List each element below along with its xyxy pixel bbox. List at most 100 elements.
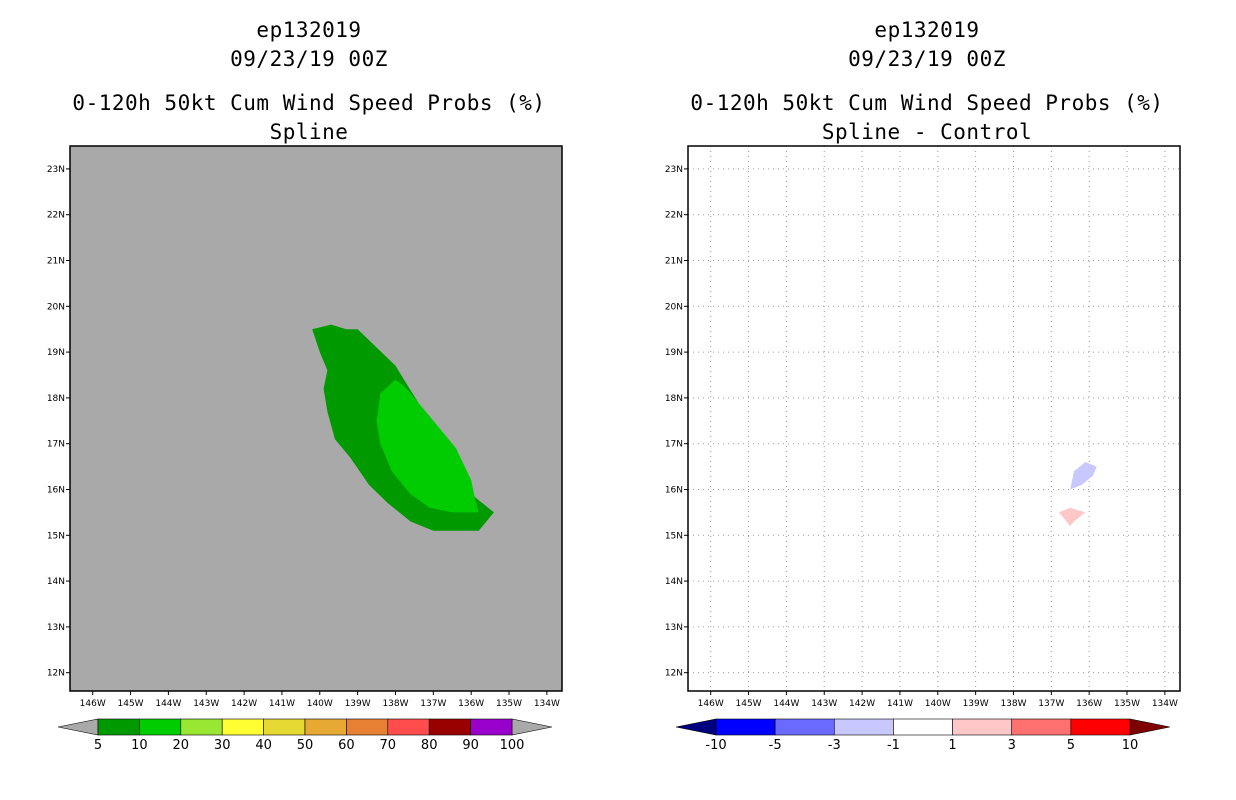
- x-tick-label: 136W: [458, 699, 484, 709]
- colorbar-label: 80: [421, 738, 438, 753]
- y-tick-label: 21N: [47, 256, 65, 266]
- y-tick-label: 16N: [665, 485, 683, 495]
- colorbar-label: 100: [500, 738, 525, 753]
- colorbar-under-arrow: [675, 718, 717, 736]
- y-tick-label: 18N: [665, 394, 683, 404]
- x-tick-label: 141W: [887, 699, 913, 709]
- colorbar-label: 50: [297, 738, 314, 753]
- plot-background: [70, 146, 562, 691]
- contour-fill-3: [1058, 507, 1086, 527]
- colorbar-segment: [428, 718, 471, 736]
- x-tick-label: 137W: [420, 699, 446, 709]
- x-tick-label: 135W: [1114, 699, 1140, 709]
- colorbar-segment: [893, 718, 953, 736]
- title-storm-id: ep132019: [874, 18, 980, 42]
- x-tick-label: 140W: [307, 699, 333, 709]
- right-map-chart: 146W 145W 144W 143W 142W 141W 140W 139W 138W 137W…: [665, 145, 1181, 753]
- x-tick-label: 143W: [811, 699, 837, 709]
- colorbar-label: 60: [338, 738, 355, 753]
- y-tick-label: 15N: [665, 531, 683, 541]
- y-tick-label: 13N: [47, 623, 65, 633]
- colorbar-label: 20: [173, 738, 190, 753]
- contour-fill-minus-3: [1070, 462, 1097, 490]
- plot-frame: [687, 145, 1181, 692]
- colorbar-label: 90: [462, 738, 479, 753]
- colorbar-label: -5: [769, 738, 782, 753]
- colorbar-segment: [470, 718, 513, 736]
- title-method: Spline - Control: [821, 120, 1033, 144]
- plot-frame: [69, 145, 563, 692]
- colorbar-label: 70: [380, 738, 397, 753]
- plot-background: [688, 146, 1180, 691]
- x-tick-label: 134W: [534, 699, 560, 709]
- colorbar-segment: [263, 718, 306, 736]
- y-tick-label: 16N: [47, 485, 65, 495]
- colorbar-over-arrow: [511, 718, 553, 736]
- title-storm-id: ep132019: [256, 18, 362, 42]
- title-product: 0-120h 50kt Cum Wind Speed Probs (%): [72, 91, 546, 115]
- y-tick-label: 23N: [47, 165, 65, 175]
- title-product: 0-120h 50kt Cum Wind Speed Probs (%): [690, 91, 1164, 115]
- x-tick-label: 146W: [80, 699, 106, 709]
- x-tick-label: 144W: [155, 699, 181, 709]
- left-map-chart: 146W 145W 144W 143W 142W 141W 140W 139W 138W 137W…: [47, 145, 563, 753]
- y-tick-label: 13N: [665, 623, 683, 633]
- colorbar-label: 40: [255, 738, 272, 753]
- colorbar-label: 5: [1067, 738, 1075, 753]
- x-tick-label: 138W: [1000, 699, 1026, 709]
- colorbar-label: 3: [1008, 738, 1016, 753]
- x-tick-label: 136W: [1076, 699, 1102, 709]
- colorbar-segment: [221, 718, 264, 736]
- colorbar-segment: [180, 718, 223, 736]
- colorbar-segment: [97, 718, 140, 736]
- x-tick-label: 137W: [1038, 699, 1064, 709]
- y-tick-label: 14N: [665, 577, 683, 587]
- colorbar-label: -1: [887, 738, 900, 753]
- x-tick-label: 143W: [193, 699, 219, 709]
- left-panel: ep132019 09/23/19 00Z 0-120h 50kt Cum Wi…: [47, 18, 563, 753]
- x-tick-label: 134W: [1152, 699, 1178, 709]
- x-tick-label: 145W: [118, 699, 144, 709]
- x-tick-label: 142W: [849, 699, 875, 709]
- x-tick-label: 144W: [773, 699, 799, 709]
- x-tick-label: 138W: [382, 699, 408, 709]
- colorbar-label: 10: [1122, 738, 1139, 753]
- colorbar-segment: [139, 718, 182, 736]
- colorbar-label: 10: [131, 738, 148, 753]
- colorbar-label: -10: [705, 738, 726, 753]
- contour-fill-10: [376, 379, 479, 513]
- title-method: Spline: [269, 120, 349, 144]
- colorbar-segment: [774, 718, 835, 736]
- colorbar-segment: [715, 718, 776, 736]
- colorbar-label: 30: [214, 738, 231, 753]
- colorbar-segment: [387, 718, 430, 736]
- y-tick-label: 17N: [47, 440, 65, 450]
- y-tick-label: 23N: [665, 165, 683, 175]
- colorbar-segment: [1011, 718, 1072, 736]
- y-tick-label: 12N: [665, 669, 683, 679]
- x-tick-label: 146W: [698, 699, 724, 709]
- y-tick-label: 14N: [47, 577, 65, 587]
- y-tick-label: 20N: [47, 302, 65, 312]
- colorbar-segment: [952, 718, 1013, 736]
- y-tick-label: 15N: [47, 531, 65, 541]
- y-tick-label: 21N: [665, 256, 683, 266]
- x-tick-label: 139W: [345, 699, 371, 709]
- title-datetime: 09/23/19 00Z: [230, 47, 388, 71]
- y-tick-label: 22N: [47, 211, 65, 221]
- x-tick-label: 142W: [231, 699, 257, 709]
- title-datetime: 09/23/19 00Z: [848, 47, 1006, 71]
- colorbar-segment: [304, 718, 347, 736]
- x-tick-label: 135W: [496, 699, 522, 709]
- colorbar-segment: [833, 718, 894, 736]
- x-tick-label: 139W: [963, 699, 989, 709]
- right-panel: ep132019 09/23/19 00Z 0-120h 50kt Cum Wi…: [618, 0, 1236, 800]
- colorbar-segment: [346, 718, 389, 736]
- colorbar-label: 1: [948, 738, 956, 753]
- colorbar-segment: [1070, 718, 1131, 736]
- colorbar-label: -3: [828, 738, 841, 753]
- y-tick-label: 19N: [665, 348, 683, 358]
- y-tick-label: 22N: [665, 211, 683, 221]
- x-tick-label: 141W: [269, 699, 295, 709]
- x-tick-label: 140W: [925, 699, 951, 709]
